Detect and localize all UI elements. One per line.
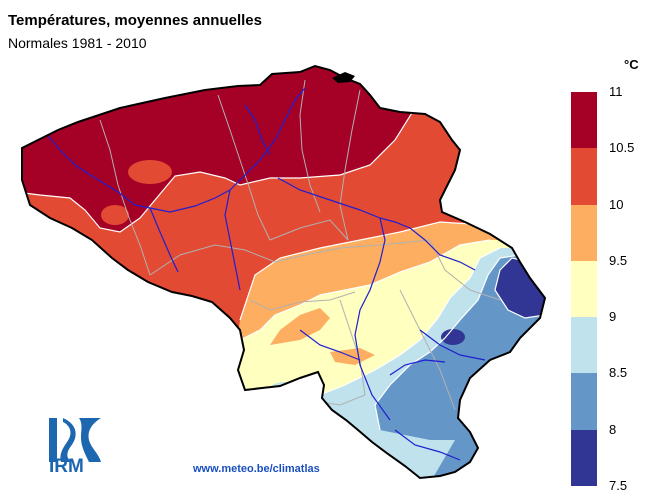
legend-tick-label: 10 <box>609 196 624 212</box>
legend-swatch <box>571 148 597 206</box>
temperature-map <box>21 64 547 480</box>
legend-tick-label: 7.5 <box>609 478 628 493</box>
map-subtitle: Normales 1981 - 2010 <box>8 35 147 51</box>
legend-swatch <box>571 429 597 487</box>
irm-logo-icon <box>49 418 101 462</box>
legend-swatch <box>571 92 597 149</box>
legend-tick-label: 8.5 <box>609 365 628 381</box>
legend-swatch <box>571 317 597 374</box>
legend-swatch <box>571 204 597 262</box>
legend-unit: °C <box>624 57 639 72</box>
footer-url[interactable]: www.meteo.be/climatlas <box>193 463 320 475</box>
legend-tick-label: 9 <box>609 309 617 325</box>
irm-logo-text: IRM <box>49 456 84 477</box>
legend-tick-label: 10.5 <box>609 140 635 156</box>
color-legend <box>571 92 597 487</box>
legend-tick-label: 9.5 <box>609 252 628 268</box>
legend-tick-label: 8 <box>609 421 617 437</box>
legend-swatch <box>571 260 597 318</box>
legend-tick-label: 11 <box>609 84 623 99</box>
legend-swatch <box>571 373 597 431</box>
map-title: Températures, moyennes annuelles <box>8 12 262 29</box>
